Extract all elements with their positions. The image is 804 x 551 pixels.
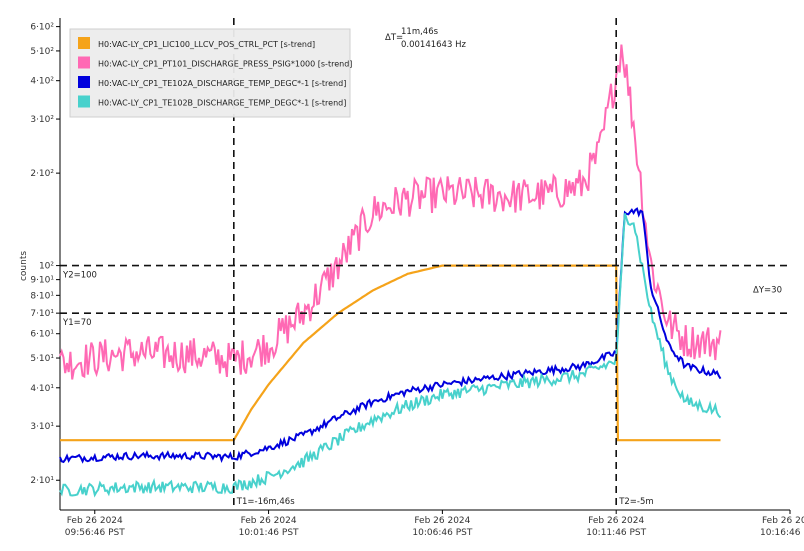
legend-swatch [78,95,90,108]
x-tick-time: 10:16:46 PST [760,528,804,538]
legend-entry: H0:VAC-LY_CP1_TE102A_DISCHARGE_TEMP_DEGC… [98,79,346,88]
legend-box [69,28,351,118]
x-tick-time: 09:56:46 PST [65,528,125,538]
y-tick-label: 4·10² [30,77,54,87]
x-tick-date: Feb 26 2024 [588,516,644,526]
y-tick-label: 5·10¹ [30,354,54,364]
y-tick-label: 3·10² [30,115,54,125]
y-tick-label: 7·10¹ [30,309,54,319]
y-tick-label: 5·10² [30,47,54,57]
delta-t-frequency: 0.00141643 Hz [401,40,466,50]
legend: H0:VAC-LY_CP1_LIC100_LLCV_POS_CTRL_PCT [… [69,28,352,118]
y-tick-label: 8·10¹ [30,291,54,301]
legend-entry: H0:VAC-LY_CP1_LIC100_LLCV_POS_CTRL_PCT [… [98,40,315,49]
series-layer [59,44,722,498]
x-axis: Feb 26 2024 09:56:46 PST Feb 26 2024 10:01:… [60,509,804,538]
cursor-t2-label: T2=-5m [618,497,653,507]
y-tick-label: 3·10¹ [30,422,54,432]
y-tick-label: 4·10¹ [30,384,54,394]
y-axis-label: counts [19,251,29,281]
x-tick-time: 10:01:46 PST [239,528,299,538]
legend-swatch [78,56,90,69]
x-tick-date: Feb 26 2024 [414,516,470,526]
delta-y-label: ΔY=30 [753,285,782,295]
cursor-t1-label: T1=-16m,46s [236,497,295,507]
cursor-y2-label: Y1=70 [62,318,92,328]
y-tick-label: 6·10¹ [30,330,54,340]
series-line-2 [59,44,722,380]
y-axis: 2·10¹ 3·10¹ 4·10¹ 5·10¹ 6·10¹ 7·10¹ 8·10¹ 9·10¹… [30,18,61,510]
x-tick-date: Feb 26 2024 [67,516,123,526]
x-tick-date: Feb 26 2024 [241,516,297,526]
series-line-3 [59,207,722,464]
legend-entry: H0:VAC-LY_CP1_TE102B_DISCHARGE_TEMP_DEGC… [98,99,346,108]
x-tick-time: 10:11:46 PST [586,528,646,538]
series-line-1 [60,264,721,442]
delta-t-value: 11m,46s [401,27,439,37]
y-tick-label: 2·10² [30,169,54,179]
y-tick-label: 6·10² [30,23,54,33]
cursor-y1-label: Y2=100 [62,271,97,281]
delta-t-label: ΔT= [385,33,403,43]
series-line-4 [59,213,722,498]
y-tick-label: 2·10¹ [30,476,54,486]
legend-entry: H0:VAC-LY_CP1_PT101_DISCHARGE_PRESS_PSIG… [98,60,352,69]
x-tick-date: Feb 26 2024 [762,516,804,526]
cursor-layer: T1=-16m,46s T2=-5m Y2=100 Y1=70 ΔT=11m,46s 0.… [60,18,790,510]
y-tick-label: 9·10¹ [30,276,54,286]
x-tick-time: 10:06:46 PST [412,528,472,538]
legend-swatch [78,37,90,49]
legend-swatch [78,76,90,88]
y-tick-label: 10² [39,262,54,272]
